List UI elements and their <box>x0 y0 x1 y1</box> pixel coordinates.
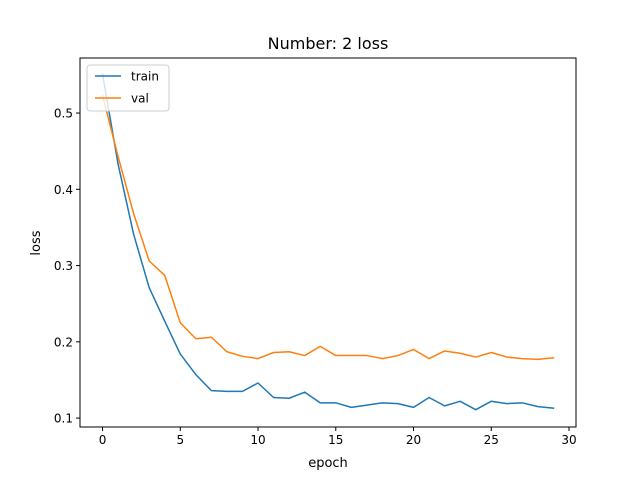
x-tick-label: 15 <box>328 433 343 447</box>
legend: train val <box>86 64 170 112</box>
x-axis-label: epoch <box>308 456 348 471</box>
series-line-val <box>101 94 555 361</box>
y-tick-label: 0.1 <box>54 412 73 426</box>
x-tick-label: 0 <box>99 433 107 447</box>
y-tick-label: 0.5 <box>54 107 73 121</box>
y-axis-label: loss <box>29 230 44 255</box>
plot-frame <box>79 57 577 428</box>
x-tick-label: 5 <box>176 433 184 447</box>
x-tick-label: 20 <box>406 433 421 447</box>
y-tick-label: 0.2 <box>54 335 73 349</box>
y-tick-label: 0.3 <box>54 259 73 273</box>
legend-label-val: val <box>131 92 149 106</box>
legend-label-train: train <box>131 70 159 84</box>
x-tick-label: 10 <box>250 433 265 447</box>
series-line-train <box>101 73 555 411</box>
x-tick-label: 30 <box>561 433 576 447</box>
y-tick-label: 0.4 <box>54 183 73 197</box>
x-tick-label: 25 <box>484 433 499 447</box>
chart-title: Number: 2 loss <box>268 34 389 53</box>
y-axis-ticks: 0.1 0.2 0.3 0.4 0.5 <box>54 107 80 426</box>
x-axis-ticks: 0 5 10 15 20 25 30 <box>99 427 577 447</box>
plot-lines <box>101 73 555 411</box>
